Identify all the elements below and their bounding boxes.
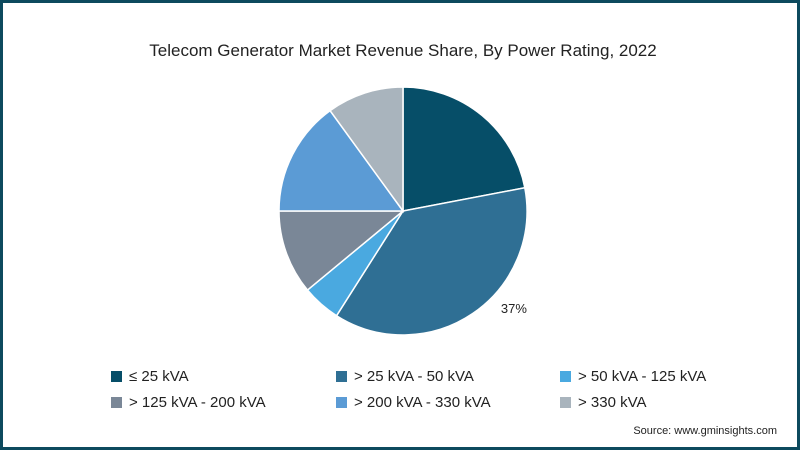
pie-slice-gt-25-kva-50-kva xyxy=(335,186,528,336)
pie-slice-gt-330-kva xyxy=(329,86,404,214)
legend-item-le-25-kva: ≤ 25 kVA xyxy=(111,368,189,385)
pie-slice-gt-125-kva-200-kva xyxy=(278,210,406,292)
legend-item-gt-50-kva-125-kva: > 50 kVA - 125 kVA xyxy=(560,368,706,385)
data-label-gt-25-kva-50-kva: 37% xyxy=(501,301,527,316)
legend-item-gt-25-kva-50-kva: > 25 kVA - 50 kVA xyxy=(336,368,474,385)
legend-swatch xyxy=(111,397,122,408)
legend-swatch xyxy=(111,371,122,382)
legend-item-gt-330-kva: > 330 kVA xyxy=(560,394,647,411)
legend-label: > 200 kVA - 330 kVA xyxy=(354,394,491,411)
legend-label: ≤ 25 kVA xyxy=(129,368,189,385)
legend-swatch xyxy=(560,371,571,382)
chart-legend: ≤ 25 kVA > 25 kVA - 50 kVA > 50 kVA - 125 … xyxy=(3,368,800,418)
legend-label: > 25 kVA - 50 kVA xyxy=(354,368,474,385)
legend-item-gt-200-kva-330-kva: > 200 kVA - 330 kVA xyxy=(336,394,491,411)
pie-chart: 37% xyxy=(278,86,528,336)
legend-swatch xyxy=(336,371,347,382)
legend-label: > 330 kVA xyxy=(578,394,647,411)
chart-title: Telecom Generator Market Revenue Share, … xyxy=(149,41,657,60)
pie-slice-gt-200-kva-330-kva xyxy=(278,109,405,212)
legend-swatch xyxy=(560,397,571,408)
pie-slice-le-25-kva xyxy=(402,86,526,212)
source-note: Source: www.gminsights.com xyxy=(633,425,777,437)
legend-item-gt-125-kva-200-kva: > 125 kVA - 200 kVA xyxy=(111,394,266,411)
legend-label: > 50 kVA - 125 kVA xyxy=(578,368,707,385)
legend-label: > 125 kVA - 200 kVA xyxy=(129,394,266,411)
legend-swatch xyxy=(336,397,347,408)
